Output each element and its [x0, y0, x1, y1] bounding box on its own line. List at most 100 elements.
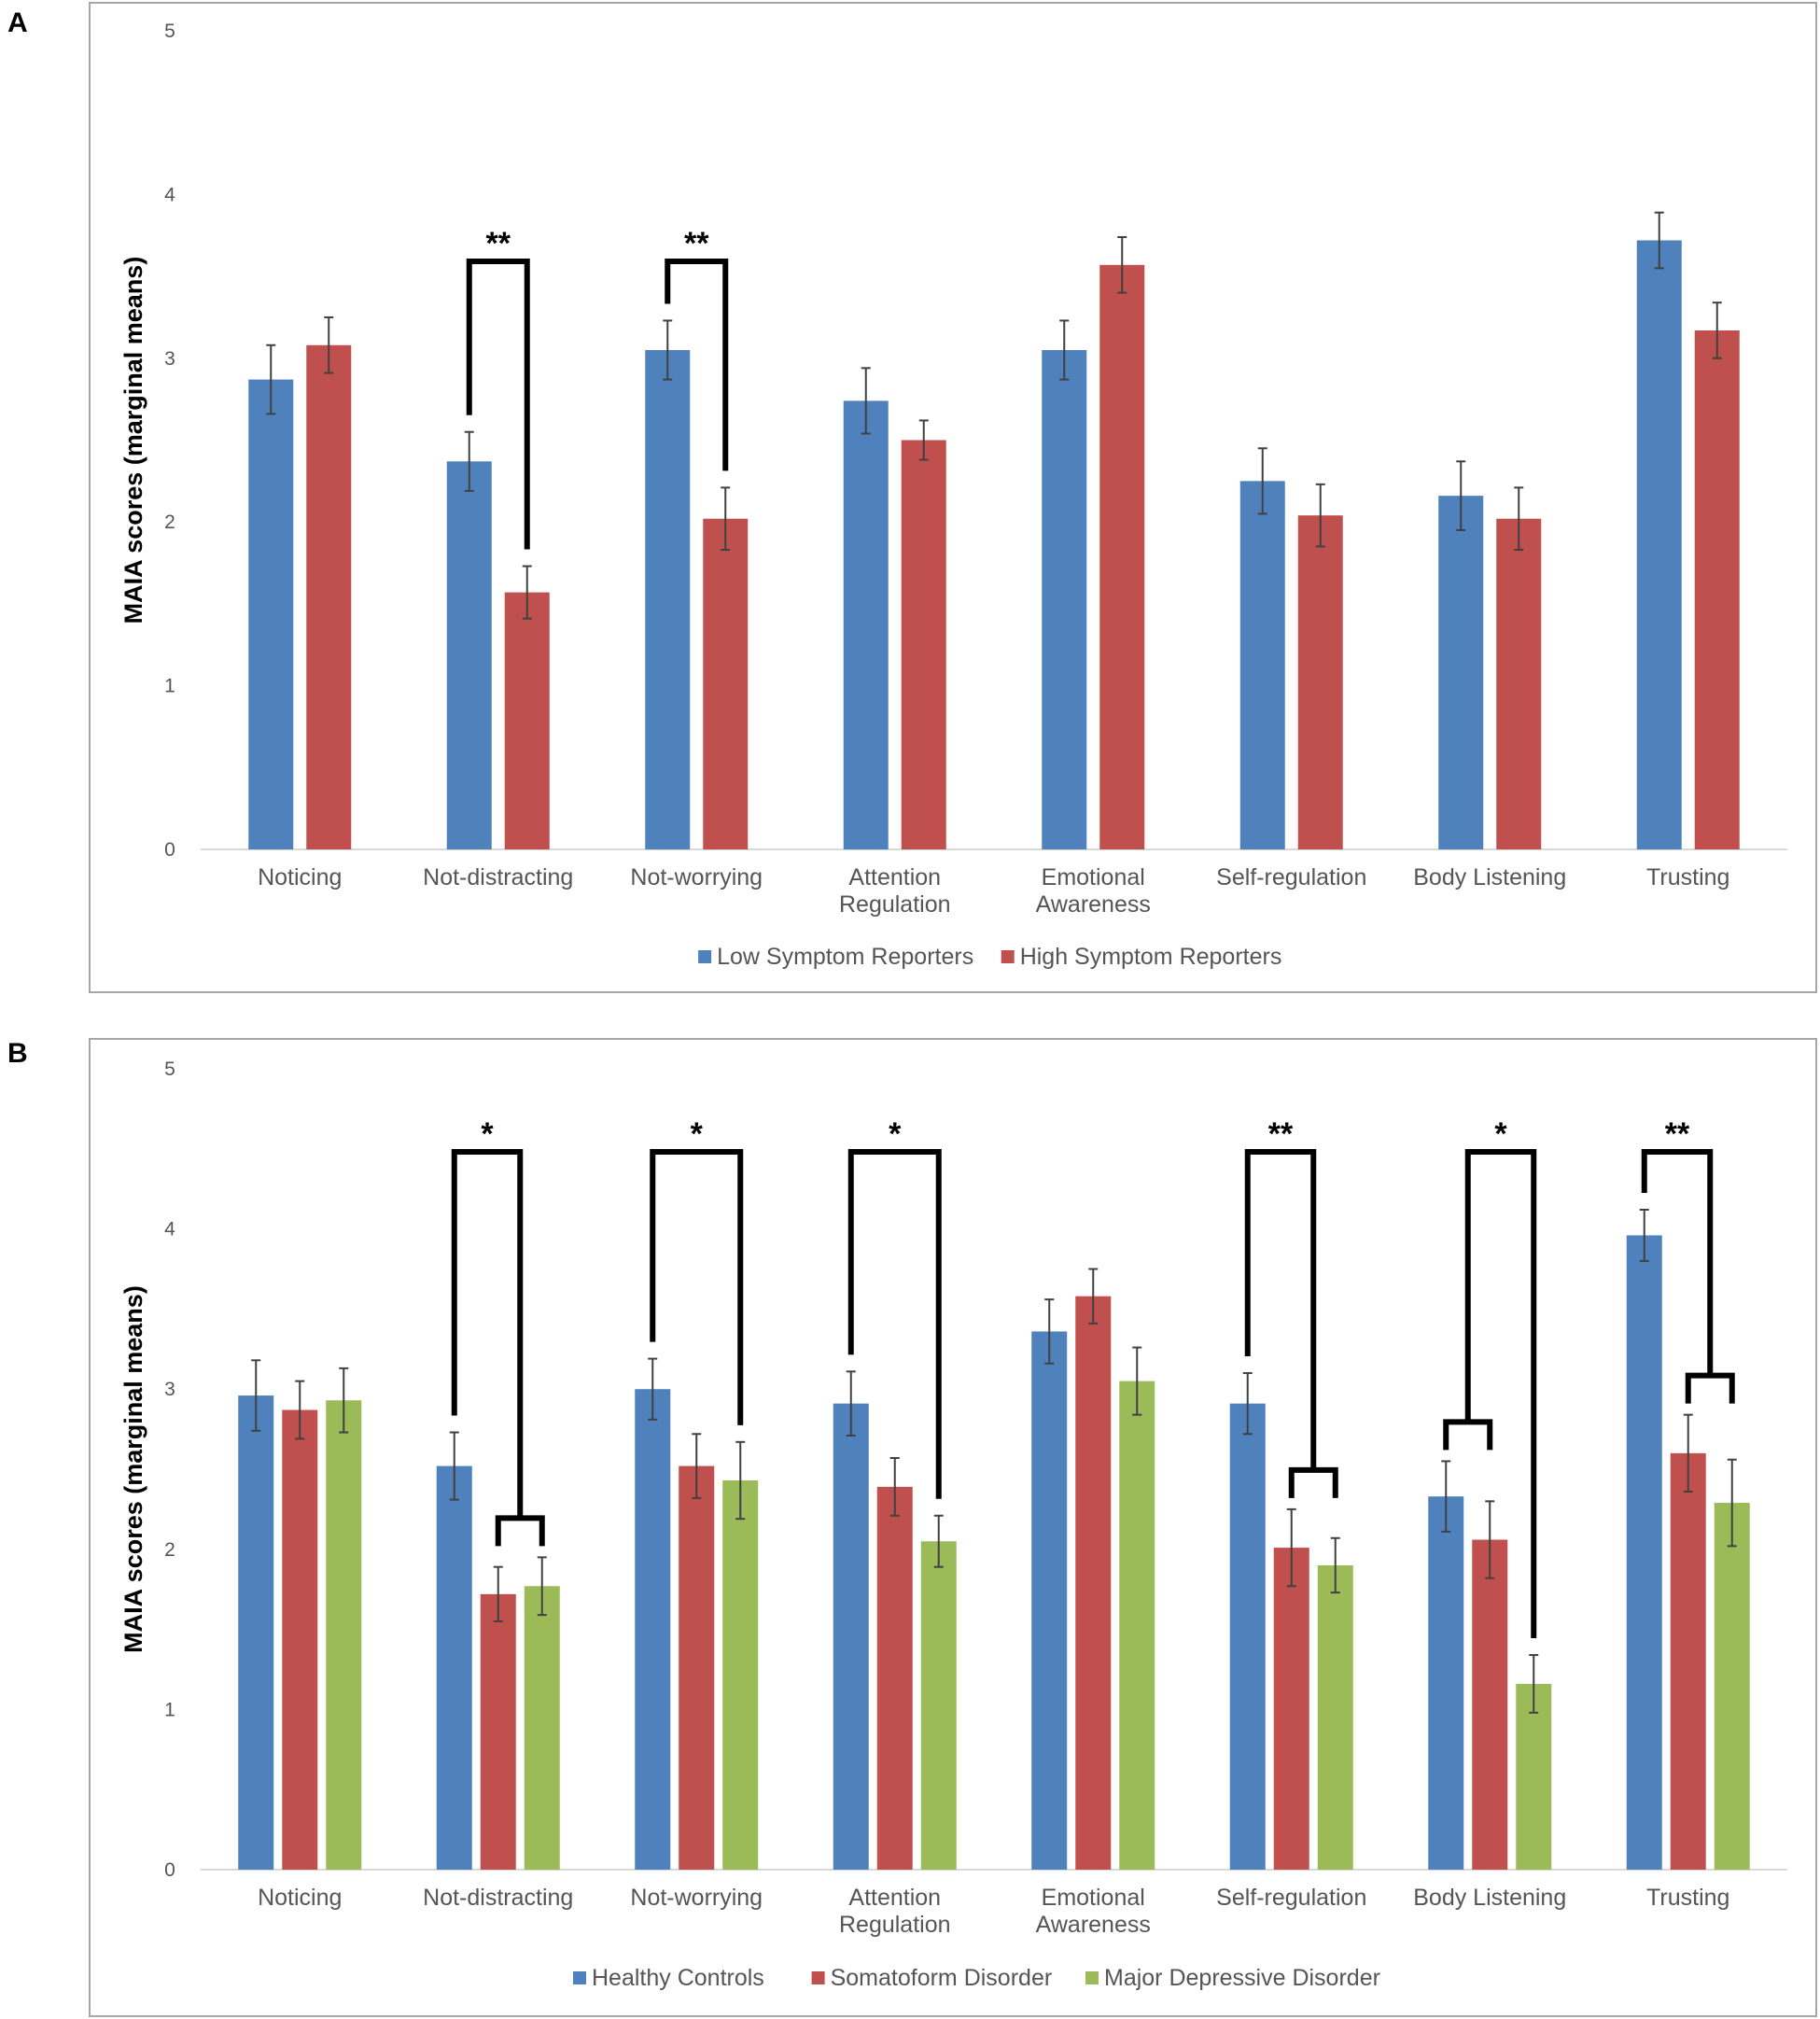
bar: [1075, 1296, 1112, 1870]
chart-a: 0 1 2 3 4 5 MAIA scores (marginal means) Notici…: [89, 2, 1817, 993]
x-tick-label: Awareness: [1036, 891, 1151, 918]
bar: [703, 518, 749, 849]
significance-sub-bracket: [495, 1515, 545, 1547]
bar: [843, 400, 889, 849]
significance-bracket: [466, 259, 530, 550]
chart-frame: [89, 2, 1817, 993]
bar: [722, 1480, 759, 1870]
bar: [1694, 329, 1740, 849]
legend-label: Somatoform Disorder: [831, 1965, 1053, 1991]
y-tick-label: 2: [164, 512, 175, 533]
legend-swatch: [573, 1971, 586, 1984]
bar: [1626, 1235, 1662, 1870]
bar: [679, 1465, 715, 1870]
significance-bracket: [665, 259, 729, 471]
bar: [901, 440, 946, 849]
bar: [446, 461, 492, 849]
bar: [524, 1586, 560, 1870]
x-tick-label: Attention: [848, 864, 941, 890]
y-tick-label: 5: [164, 1059, 175, 1080]
y-tick-label: 3: [164, 1379, 175, 1400]
bar: [1042, 350, 1087, 849]
bar: [1714, 1503, 1750, 1870]
y-axis-title: MAIA scores (marginal means): [119, 1285, 147, 1653]
bar: [248, 379, 294, 849]
legend-swatch: [1085, 1971, 1099, 1984]
legend-swatch: [698, 950, 712, 963]
x-tick-label: Attention: [848, 1885, 941, 1911]
significance-bracket: [1244, 1149, 1317, 1470]
legend-label: High Symptom Reporters: [1020, 944, 1282, 970]
y-tick-label: 5: [164, 21, 175, 42]
bar: [238, 1395, 274, 1870]
bar: [1273, 1548, 1309, 1870]
y-tick-label: 0: [164, 839, 175, 861]
significance-stars: *: [1494, 1116, 1507, 1152]
bar: [306, 344, 352, 849]
x-tick-label: Noticing: [258, 864, 342, 890]
legend-label: Low Symptom Reporters: [717, 944, 973, 970]
bar: [504, 592, 550, 849]
bar: [480, 1593, 516, 1870]
x-tick-label: Trusting: [1646, 1885, 1729, 1911]
x-tick-label: Noticing: [258, 1885, 342, 1911]
bar: [1229, 1403, 1266, 1870]
bar: [1496, 518, 1542, 849]
y-tick-label: 1: [164, 676, 175, 697]
significance-stars: **: [486, 226, 511, 261]
significance-bracket: [1464, 1149, 1537, 1639]
x-tick-label: Body Listening: [1413, 1885, 1566, 1911]
x-tick-label: Self-regulation: [1216, 1885, 1366, 1911]
bar: [1031, 1331, 1068, 1870]
bar: [920, 1541, 957, 1870]
y-tick-label: 0: [164, 1859, 175, 1881]
y-tick-label: 4: [164, 1219, 175, 1241]
significance-sub-bracket: [1685, 1372, 1735, 1404]
chart-frame: [89, 1038, 1817, 2017]
significance-stars: *: [481, 1116, 494, 1152]
significance-stars: *: [889, 1116, 902, 1152]
bar: [833, 1403, 869, 1870]
bar: [876, 1486, 913, 1870]
y-axis-title: MAIA scores (marginal means): [119, 257, 147, 624]
bar: [1297, 515, 1343, 849]
significance-stars: *: [691, 1116, 704, 1152]
significance-stars: **: [1268, 1116, 1294, 1152]
legend-swatch: [1001, 950, 1015, 963]
x-tick-label: Not-worrying: [630, 864, 763, 890]
x-tick-label: Regulation: [839, 1912, 951, 1938]
bar: [1239, 481, 1285, 849]
bar: [436, 1465, 472, 1870]
significance-bracket: [847, 1149, 942, 1499]
significance-bracket: [650, 1149, 744, 1425]
x-tick-label: Not-distracting: [423, 864, 573, 890]
chart-b: 0 1 2 3 4 5 MAIA scores (marginal means) Notici…: [89, 1038, 1817, 2017]
bar: [326, 1400, 362, 1870]
legend-swatch: [811, 1971, 825, 1984]
x-tick-label: Emotional: [1042, 864, 1145, 890]
y-tick-label: 4: [164, 184, 175, 205]
bar: [1099, 264, 1145, 849]
bar: [282, 1409, 318, 1870]
x-tick-label: Body Listening: [1413, 864, 1566, 890]
x-tick-label: Self-regulation: [1216, 864, 1366, 890]
y-tick-label: 3: [164, 348, 175, 370]
bar: [1670, 1452, 1706, 1870]
bar: [1428, 1496, 1464, 1870]
x-tick-label: Not-distracting: [423, 1885, 573, 1911]
x-tick-label: Regulation: [839, 891, 951, 918]
x-tick-label: Trusting: [1646, 864, 1729, 890]
significance-sub-bracket: [1288, 1466, 1338, 1498]
bar: [1636, 240, 1682, 850]
bar: [1516, 1683, 1552, 1870]
panel-label-b: B: [7, 1038, 28, 1069]
bar: [1119, 1381, 1155, 1870]
bar: [1438, 496, 1484, 849]
significance-stars: **: [684, 226, 709, 261]
x-tick-label: Emotional: [1042, 1885, 1145, 1911]
bar: [635, 1389, 671, 1870]
significance-stars: **: [1665, 1116, 1690, 1152]
bar: [1317, 1564, 1353, 1870]
y-tick-label: 2: [164, 1539, 175, 1561]
significance-bracket: [451, 1149, 524, 1519]
